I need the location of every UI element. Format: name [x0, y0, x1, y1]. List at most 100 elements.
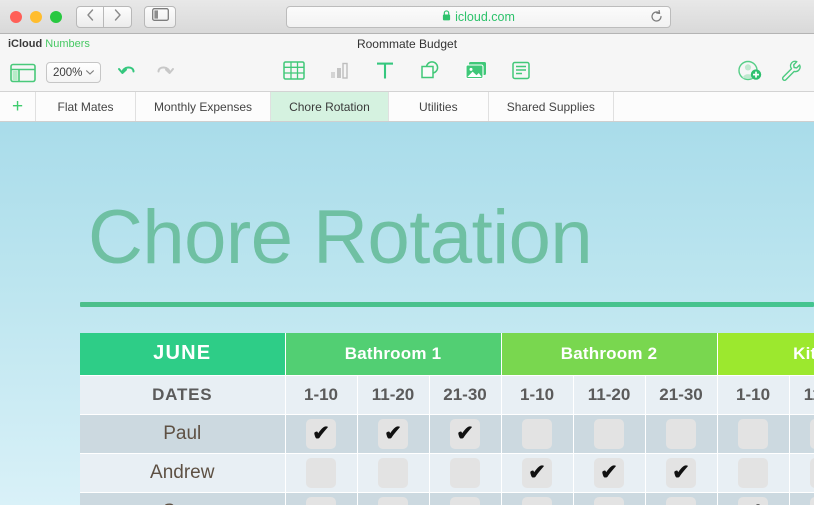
- chore-cell[interactable]: ✔: [717, 414, 790, 454]
- date-column-header[interactable]: 21-30: [429, 375, 502, 415]
- checkbox-unchecked[interactable]: ✔: [666, 418, 697, 449]
- chore-cell[interactable]: ✔: [285, 492, 358, 505]
- chore-cell[interactable]: ✔: [645, 492, 718, 505]
- checkbox-unchecked[interactable]: ✔: [594, 496, 625, 505]
- address-bar[interactable]: icloud.com: [286, 5, 671, 28]
- add-sheet-button[interactable]: +: [0, 92, 36, 121]
- chore-cell[interactable]: ✔: [429, 414, 502, 454]
- table-row: Paul ✔ ✔ ✔ ✔ ✔ ✔ ✔ ✔ ✔ ✔ ✔ ✔: [80, 414, 814, 454]
- chore-cell[interactable]: ✔: [573, 414, 646, 454]
- checkbox-checked[interactable]: ✔: [306, 418, 336, 449]
- date-column-header[interactable]: 11-20: [789, 375, 814, 415]
- checkbox-checked[interactable]: ✔: [378, 418, 408, 449]
- date-column-header[interactable]: 1-10: [501, 375, 574, 415]
- checkbox-unchecked[interactable]: ✔: [306, 457, 336, 488]
- checkbox-unchecked[interactable]: ✔: [810, 457, 814, 488]
- row-name-cell[interactable]: Andrew: [80, 453, 286, 493]
- chore-cell[interactable]: ✔: [573, 492, 646, 505]
- sheet-tab-shared-supplies[interactable]: Shared Supplies: [489, 92, 614, 121]
- chore-cell[interactable]: ✔: [429, 492, 502, 505]
- checkbox-unchecked[interactable]: ✔: [738, 457, 769, 488]
- text-icon[interactable]: [375, 61, 395, 85]
- checkbox-unchecked[interactable]: ✔: [810, 418, 814, 449]
- chevron-left-icon: [86, 8, 94, 26]
- sidebar-toggle-button[interactable]: [144, 5, 176, 28]
- chore-cell[interactable]: ✔: [645, 453, 718, 493]
- checkbox-checked[interactable]: ✔: [522, 457, 553, 488]
- chore-cell[interactable]: ✔: [501, 492, 574, 505]
- brand[interactable]: iCloud Numbers: [8, 38, 90, 50]
- checkbox-unchecked[interactable]: ✔: [306, 496, 336, 505]
- chore-rotation-table[interactable]: JUNE Bathroom 1 Bathroom 2 Kitchen Livin…: [80, 333, 814, 505]
- date-column-header[interactable]: 11-20: [573, 375, 646, 415]
- checkbox-unchecked[interactable]: ✔: [522, 496, 553, 505]
- date-column-header[interactable]: 1-10: [717, 375, 790, 415]
- chore-cell[interactable]: ✔: [357, 414, 430, 454]
- comment-icon[interactable]: [511, 61, 531, 85]
- chore-cell[interactable]: ✔: [501, 453, 574, 493]
- chore-cell[interactable]: ✔: [357, 453, 430, 493]
- chore-cell[interactable]: ✔: [573, 453, 646, 493]
- group-header-bathroom-2[interactable]: Bathroom 2: [501, 333, 718, 376]
- sheet-tab-utilities[interactable]: Utilities: [389, 92, 489, 121]
- zoom-level-select[interactable]: 200%: [46, 62, 102, 83]
- plus-icon: +: [11, 95, 24, 117]
- shape-icon[interactable]: [419, 60, 441, 85]
- row-name-cell[interactable]: Sam: [80, 492, 286, 505]
- checkbox-checked[interactable]: ✔: [666, 457, 697, 488]
- chore-cell[interactable]: ✔: [789, 414, 814, 454]
- sheet-view-icon[interactable]: [10, 63, 36, 83]
- document-title: Roommate Budget: [356, 37, 458, 51]
- checkbox-unchecked[interactable]: ✔: [450, 496, 480, 505]
- spreadsheet-canvas[interactable]: Chore Rotation JUNE Bathroom 1 Bathroom …: [0, 122, 814, 505]
- numbers-toolbar: 200%: [0, 54, 814, 92]
- checkbox-unchecked[interactable]: ✔: [378, 457, 408, 488]
- date-column-header[interactable]: 21-30: [645, 375, 718, 415]
- chore-cell[interactable]: ✔: [501, 414, 574, 454]
- chore-cell[interactable]: ✔: [789, 453, 814, 493]
- table-icon[interactable]: [283, 60, 305, 85]
- checkbox-checked[interactable]: ✔: [810, 496, 814, 505]
- group-header-bathroom-1[interactable]: Bathroom 1: [285, 333, 502, 376]
- sheet-tab-flat-mates[interactable]: Flat Mates: [36, 92, 136, 121]
- checkbox-checked[interactable]: ✔: [594, 457, 625, 488]
- chore-cell[interactable]: ✔: [429, 453, 502, 493]
- close-window-button[interactable]: [10, 10, 22, 23]
- undo-icon[interactable]: [117, 61, 139, 84]
- checkbox-unchecked[interactable]: ✔: [450, 457, 480, 488]
- forward-button[interactable]: [104, 5, 132, 28]
- dates-row-label[interactable]: DATES: [80, 375, 286, 415]
- back-button[interactable]: [76, 5, 104, 28]
- checkbox-unchecked[interactable]: ✔: [594, 418, 625, 449]
- add-person-icon[interactable]: [738, 60, 762, 86]
- date-column-header[interactable]: 11-20: [357, 375, 430, 415]
- wrench-icon[interactable]: [780, 60, 802, 86]
- checkbox-checked[interactable]: ✔: [738, 496, 769, 505]
- sheet-tab-monthly-expenses[interactable]: Monthly Expenses: [136, 92, 272, 121]
- zoom-level-value: 200%: [53, 66, 83, 79]
- checkbox-unchecked[interactable]: ✔: [738, 418, 769, 449]
- chore-cell[interactable]: ✔: [357, 492, 430, 505]
- row-name-cell[interactable]: Paul: [80, 414, 286, 454]
- sheet-tab-chore-rotation[interactable]: Chore Rotation: [271, 92, 389, 121]
- minimize-window-button[interactable]: [30, 10, 42, 23]
- table-row: Sam ✔ ✔ ✔ ✔ ✔ ✔ ✔ ✔ ✔ ✔ ✔ ✔: [80, 492, 814, 505]
- chore-cell[interactable]: ✔: [717, 492, 790, 505]
- group-header-kitchen[interactable]: Kitchen: [717, 333, 814, 376]
- date-column-header[interactable]: 1-10: [285, 375, 358, 415]
- toolbar-right-group: [738, 60, 802, 86]
- reload-icon[interactable]: [650, 9, 663, 27]
- maximize-window-button[interactable]: [50, 10, 62, 23]
- chore-cell[interactable]: ✔: [285, 453, 358, 493]
- chore-cell[interactable]: ✔: [789, 492, 814, 505]
- sheet-title[interactable]: Chore Rotation: [88, 195, 593, 280]
- checkbox-unchecked[interactable]: ✔: [666, 496, 697, 505]
- checkbox-checked[interactable]: ✔: [450, 418, 480, 449]
- table-corner-cell[interactable]: JUNE: [80, 333, 286, 376]
- chore-cell[interactable]: ✔: [645, 414, 718, 454]
- chore-cell[interactable]: ✔: [717, 453, 790, 493]
- media-icon[interactable]: [465, 61, 487, 85]
- checkbox-unchecked[interactable]: ✔: [522, 418, 553, 449]
- checkbox-unchecked[interactable]: ✔: [378, 496, 408, 505]
- chore-cell[interactable]: ✔: [285, 414, 358, 454]
